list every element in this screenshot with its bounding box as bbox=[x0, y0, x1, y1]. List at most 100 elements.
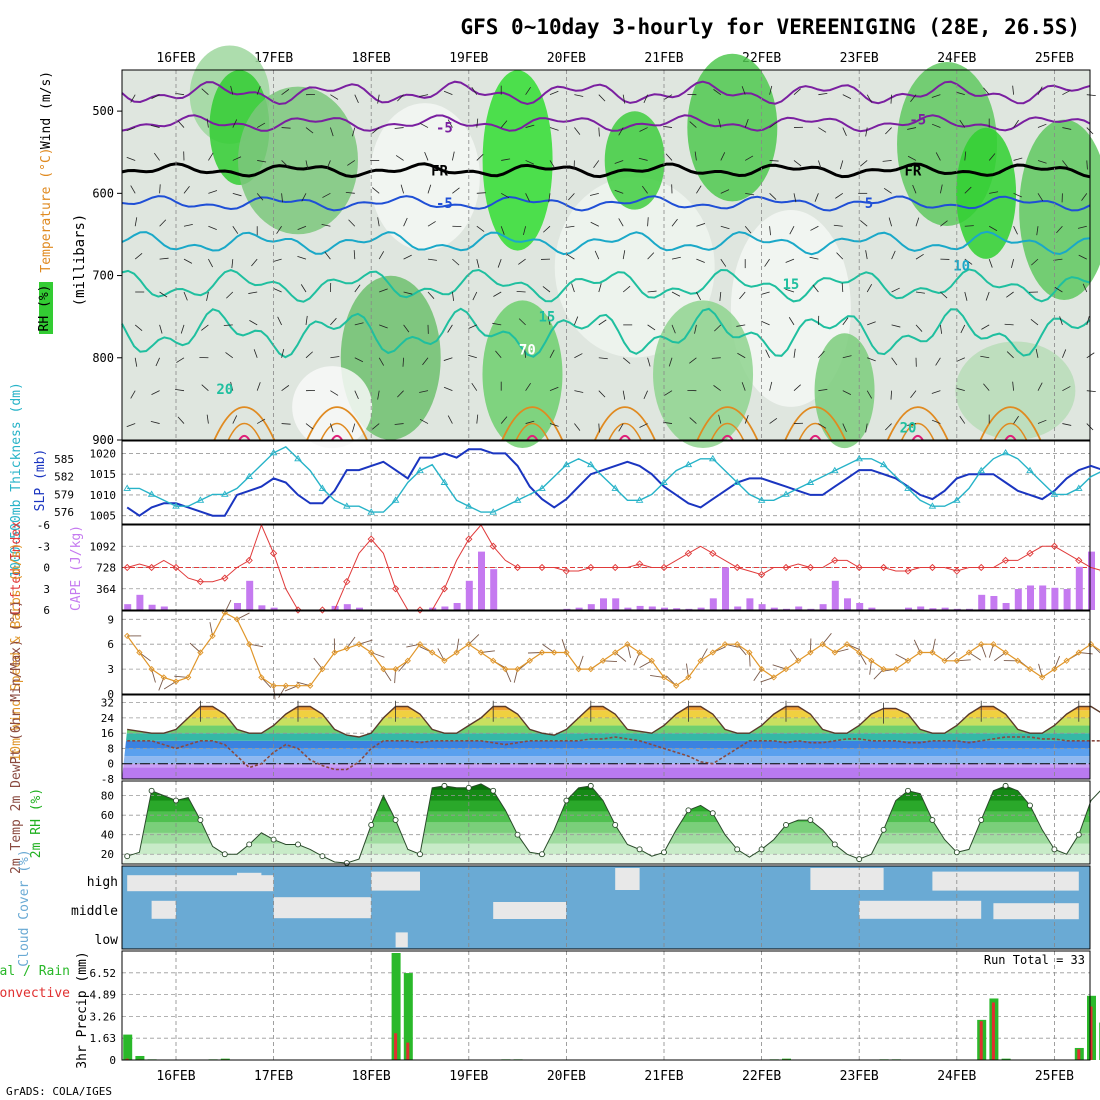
wind-barb bbox=[377, 217, 380, 227]
wind10-marker bbox=[246, 641, 253, 648]
day-label-top: 20FEB bbox=[547, 51, 586, 66]
wind-barb bbox=[1013, 192, 1022, 198]
wind-barb bbox=[865, 250, 868, 260]
contour-warm bbox=[710, 422, 745, 441]
wind10-marker bbox=[892, 665, 899, 673]
wind-barb bbox=[525, 124, 535, 128]
wind-barb bbox=[394, 127, 404, 129]
wind10-marker bbox=[221, 609, 228, 616]
wind-barb bbox=[1037, 86, 1043, 95]
wind-barb bbox=[696, 223, 706, 227]
wind-barb bbox=[281, 348, 285, 358]
wind10-marker bbox=[453, 649, 460, 656]
wind-barb bbox=[378, 251, 385, 260]
precip-convective-bar bbox=[991, 1002, 995, 1060]
contour-label: -5 bbox=[909, 112, 926, 128]
wind-barb bbox=[1086, 94, 1096, 97]
wind10-barb bbox=[789, 649, 799, 662]
wind-barb bbox=[696, 185, 702, 194]
wind10-barb bbox=[873, 668, 884, 680]
contour-label: 5 bbox=[865, 196, 873, 212]
wind-barb bbox=[622, 285, 631, 293]
wind10-frame bbox=[121, 610, 1091, 695]
cape-bar bbox=[136, 594, 144, 610]
wind-barb bbox=[472, 291, 478, 301]
rh2m-marker bbox=[856, 856, 863, 863]
wind-barb bbox=[208, 152, 214, 161]
contour-hot bbox=[619, 434, 631, 441]
wind-barb bbox=[618, 127, 624, 136]
wind-barb bbox=[915, 291, 925, 294]
wind-barb bbox=[223, 324, 233, 326]
wind10-marker bbox=[575, 665, 582, 673]
wind10-marker bbox=[856, 649, 863, 656]
wind-barb bbox=[208, 258, 213, 268]
wind-barb bbox=[1078, 254, 1087, 260]
wind-barb bbox=[643, 94, 648, 104]
wind-barb bbox=[989, 225, 998, 232]
cape-bar bbox=[856, 602, 864, 610]
wind-barb bbox=[718, 118, 722, 128]
wind-barb bbox=[956, 387, 965, 392]
thickness-marker bbox=[343, 502, 351, 509]
wind-barb bbox=[549, 160, 556, 169]
wind-barb bbox=[663, 125, 673, 128]
contour-warm bbox=[901, 422, 935, 441]
wind10-marker bbox=[563, 649, 570, 656]
lifted-tick-label: 3 bbox=[43, 583, 50, 596]
wind-barb bbox=[665, 153, 673, 161]
contour-purple2 bbox=[121, 114, 1091, 133]
wind-barb bbox=[964, 186, 972, 194]
day-label-top: 25FEB bbox=[1035, 51, 1074, 66]
slp-tick-label: 1010 bbox=[90, 489, 117, 502]
day-label-bottom: 24FEB bbox=[937, 1069, 976, 1084]
wind10-marker bbox=[917, 649, 924, 656]
wind-barb bbox=[347, 160, 356, 166]
cloud-gap bbox=[859, 900, 982, 919]
wind-barb bbox=[647, 217, 649, 227]
temp-band bbox=[122, 748, 1090, 757]
wind-barb bbox=[571, 283, 575, 293]
rh2m-marker bbox=[758, 846, 765, 853]
wind-barb bbox=[931, 390, 941, 394]
wind-barb bbox=[818, 350, 825, 359]
wind-barb bbox=[525, 382, 531, 391]
rh-band bbox=[122, 831, 1090, 844]
wind-barb bbox=[618, 218, 624, 227]
wind-barb bbox=[427, 258, 437, 261]
wind-barb bbox=[397, 94, 404, 102]
cloud-level-label: middle bbox=[71, 904, 118, 919]
rh2m-marker bbox=[514, 831, 521, 838]
lifted-index-marker bbox=[782, 563, 790, 572]
wind10-marker bbox=[965, 649, 973, 656]
wind-barb bbox=[1013, 119, 1019, 128]
rh2m-marker bbox=[368, 821, 375, 828]
wind-barb bbox=[208, 190, 218, 194]
wind-barb bbox=[159, 219, 167, 227]
xsection-tick-label: 500 bbox=[92, 104, 114, 118]
wind-barb bbox=[500, 226, 505, 235]
rh2m-marker bbox=[270, 836, 277, 843]
temp-tick-label: 0 bbox=[107, 758, 114, 771]
precip-legend-total: Total / Rain bbox=[0, 964, 70, 979]
lifted-index-marker bbox=[489, 542, 497, 550]
wind10-marker bbox=[160, 674, 167, 681]
wind-barb bbox=[1081, 193, 1088, 201]
wind-barb bbox=[714, 324, 722, 332]
thickness-marker bbox=[855, 454, 863, 462]
wind-barb bbox=[765, 349, 770, 358]
wind-barb bbox=[476, 153, 484, 161]
temp-tick-label: 32 bbox=[101, 697, 114, 710]
wind-barb bbox=[273, 287, 282, 293]
temp-line bbox=[127, 705, 1100, 738]
wind10-marker bbox=[624, 641, 631, 648]
cape-bar bbox=[1051, 587, 1059, 610]
wind-barb bbox=[641, 185, 648, 194]
wind10-marker bbox=[355, 641, 363, 648]
day-label-bottom: 22FEB bbox=[742, 1069, 781, 1084]
precip-total-bar bbox=[403, 973, 413, 1060]
wind-barb bbox=[907, 127, 917, 130]
lifted-index-marker bbox=[294, 606, 302, 614]
temp-band bbox=[122, 717, 1090, 726]
